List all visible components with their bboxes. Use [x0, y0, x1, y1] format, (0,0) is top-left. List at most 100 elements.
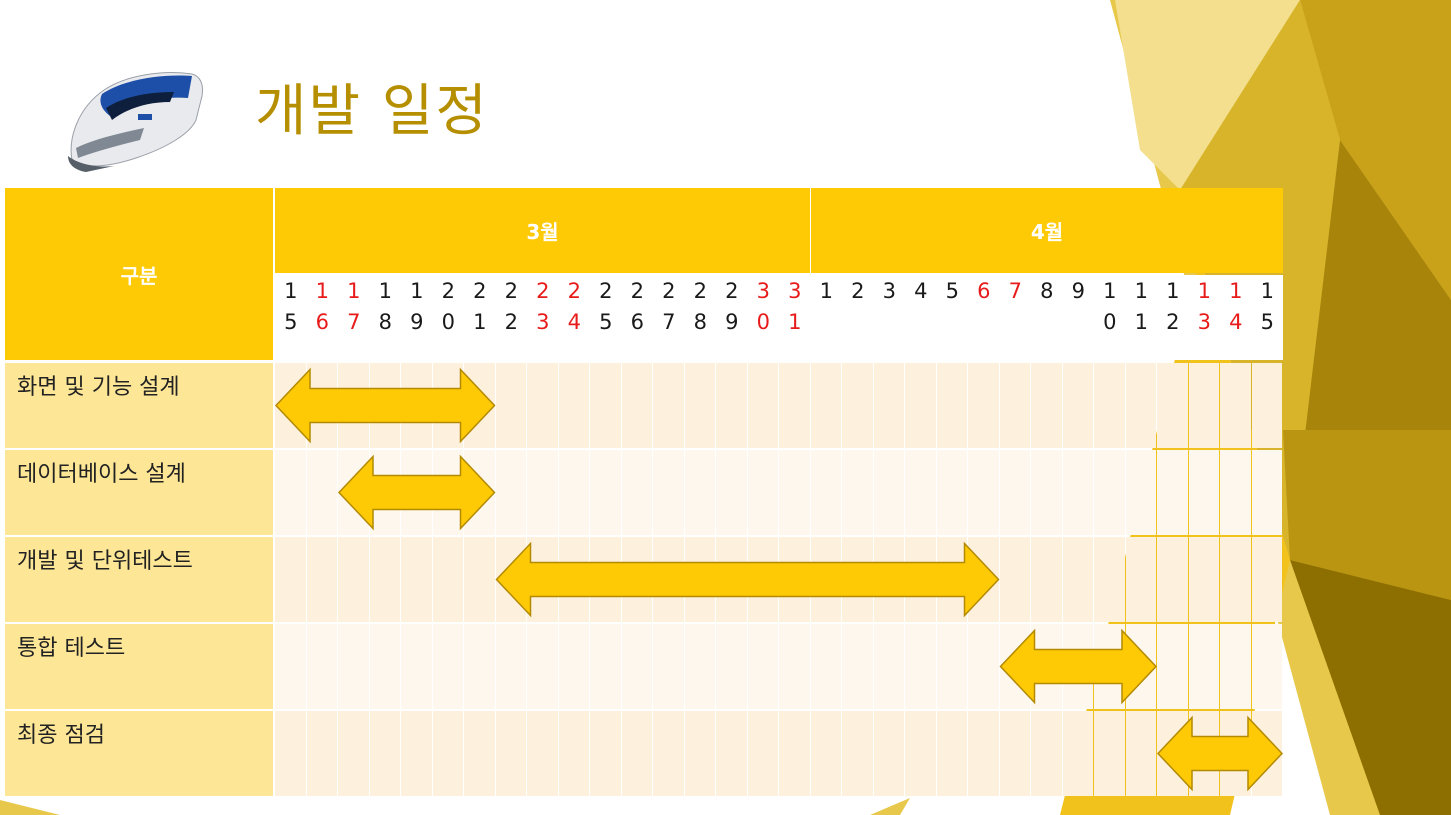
schedule-cell	[369, 537, 400, 622]
schedule-cell	[1062, 711, 1093, 796]
schedule-cell	[1188, 450, 1219, 535]
schedule-cell	[495, 711, 526, 796]
task-duration-arrow	[999, 628, 1158, 705]
day-digit-top: 2	[693, 279, 707, 303]
schedule-cell	[905, 363, 936, 448]
day-digit-bottom: 2	[504, 310, 518, 334]
day-digit-bottom: 2	[1166, 310, 1180, 334]
schedule-cell	[369, 711, 400, 796]
day-digit-bottom: 5	[284, 310, 298, 334]
schedule-cell	[275, 624, 306, 709]
day-digit-bottom: 3	[536, 310, 550, 334]
schedule-cell	[401, 711, 432, 796]
schedule-cell	[810, 450, 841, 535]
schedule-cell	[810, 363, 841, 448]
schedule-cell	[275, 537, 306, 622]
day-cell: 8	[1031, 275, 1063, 360]
day-digit-top: 2	[599, 279, 613, 303]
day-digit-bottom: 3	[1197, 310, 1211, 334]
day-digit-top: 1	[1166, 279, 1180, 303]
schedule-cell	[1251, 624, 1282, 709]
schedule-cell	[684, 624, 715, 709]
schedule-cell	[905, 711, 936, 796]
day-cell: 3	[873, 275, 905, 360]
schedule-cell	[464, 624, 495, 709]
day-digit-bottom: 7	[662, 310, 676, 334]
schedule-cell	[275, 711, 306, 796]
month-header-march: 3월	[275, 188, 810, 273]
day-digit-top: 6	[977, 279, 991, 303]
day-digit-top: 2	[725, 279, 739, 303]
schedule-cell	[558, 624, 589, 709]
schedule-cell	[527, 711, 558, 796]
day-digit-top: 9	[1071, 279, 1085, 303]
schedule-cell	[306, 537, 337, 622]
day-cell: 5	[936, 275, 968, 360]
day-cell: 1	[810, 275, 842, 360]
schedule-cell	[306, 450, 337, 535]
schedule-cell	[936, 624, 967, 709]
schedule-cell	[432, 711, 463, 796]
schedule-cell	[590, 711, 621, 796]
schedule-cell	[747, 450, 778, 535]
schedule-cell	[653, 711, 684, 796]
schedule-cell	[1188, 537, 1219, 622]
schedule-cell	[621, 363, 652, 448]
schedule-cell	[338, 624, 369, 709]
day-digit-top: 1	[1134, 279, 1148, 303]
day-digit-top: 4	[914, 279, 928, 303]
schedule-cell	[401, 537, 432, 622]
schedule-cell	[873, 711, 904, 796]
schedule-cell	[1157, 624, 1188, 709]
schedule-cell	[1125, 450, 1156, 535]
schedule-cell	[653, 624, 684, 709]
schedule-cell	[936, 711, 967, 796]
schedule-cell	[275, 450, 306, 535]
schedule-cell	[1031, 450, 1062, 535]
schedule-cell	[747, 363, 778, 448]
schedule-cell	[842, 711, 873, 796]
day-digit-top: 2	[630, 279, 644, 303]
day-digit-bottom: 4	[567, 310, 581, 334]
schedule-cell	[306, 711, 337, 796]
schedule-cell	[716, 363, 747, 448]
day-digit-top: 1	[378, 279, 392, 303]
day-digit-bottom: 5	[599, 310, 613, 334]
day-digit-bottom: 0	[1103, 310, 1117, 334]
schedule-cell	[968, 711, 999, 796]
day-digit-top: 1	[1103, 279, 1117, 303]
schedule-cell	[306, 624, 337, 709]
schedule-cell	[1094, 711, 1125, 796]
schedule-cell	[968, 363, 999, 448]
schedule-cell	[968, 624, 999, 709]
day-digit-top: 2	[473, 279, 487, 303]
day-digit-top: 2	[567, 279, 581, 303]
schedule-cell	[999, 363, 1030, 448]
day-digit-bottom: 9	[410, 310, 424, 334]
task-duration-arrow	[495, 541, 1000, 618]
day-digit-bottom: 8	[693, 310, 707, 334]
schedule-cell	[684, 711, 715, 796]
day-digit-top: 1	[1229, 279, 1243, 303]
day-digit-bottom: 1	[788, 310, 802, 334]
schedule-cell	[558, 711, 589, 796]
schedule-cell	[1031, 711, 1062, 796]
day-digit-top: 5	[945, 279, 959, 303]
schedule-cell	[495, 363, 526, 448]
day-digit-bottom: 9	[725, 310, 739, 334]
day-digit-top: 7	[1008, 279, 1022, 303]
day-digit-top: 2	[441, 279, 455, 303]
schedule-cell	[527, 624, 558, 709]
day-cell: 2	[842, 275, 874, 360]
day-cell: 4	[905, 275, 937, 360]
